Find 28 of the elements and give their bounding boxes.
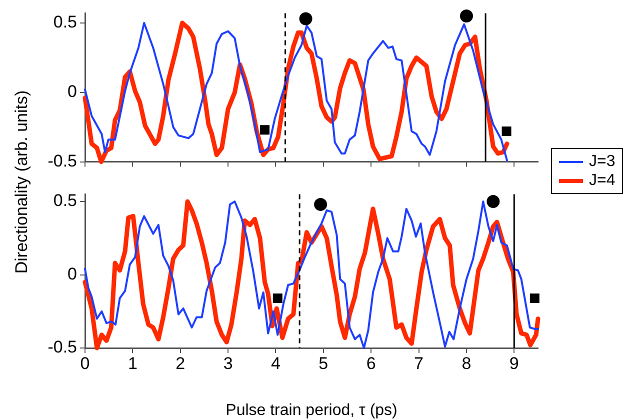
- point: [486, 195, 500, 208]
- x-tick-label: 7: [414, 354, 424, 373]
- x-tick-label: 8: [462, 354, 472, 373]
- y-tick-label: 0.5: [53, 191, 77, 210]
- x-tick-label: 0: [80, 354, 90, 373]
- legend-label: J=4: [589, 172, 616, 190]
- x-tick-label: 1: [128, 354, 138, 373]
- x-tick-label: 5: [318, 354, 328, 373]
- y-tick-label: 0: [68, 264, 77, 284]
- point: [460, 9, 473, 22]
- x-tick-label: 3: [223, 354, 233, 373]
- point: [260, 125, 270, 135]
- point: [272, 293, 282, 303]
- y-tick-label: 0.5: [53, 12, 77, 32]
- y-tick-label: -0.5: [48, 151, 77, 170]
- point: [530, 293, 540, 303]
- point: [299, 12, 312, 26]
- y-tick-label: -0.5: [48, 338, 77, 357]
- y-axis-title: Directionality (arb. units): [12, 90, 32, 274]
- y-tick-label: 0: [68, 82, 77, 102]
- point: [314, 198, 328, 211]
- x-tick-label: 2: [176, 354, 186, 373]
- point: [502, 126, 512, 136]
- x-tick-label: 6: [366, 354, 376, 373]
- x-tick-label: 9: [509, 354, 519, 373]
- x-tick-label: 4: [271, 354, 280, 373]
- legend-label: J=3: [589, 152, 616, 170]
- x-axis-title: Pulse train period, τ (ps): [226, 402, 398, 419]
